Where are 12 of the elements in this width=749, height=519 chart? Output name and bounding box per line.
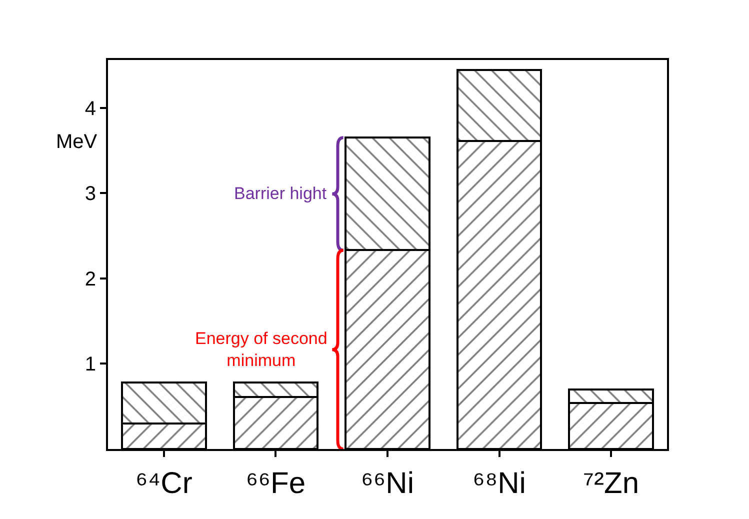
annotation: Barrier hight (234, 184, 327, 203)
y-tick-label: 4 (84, 98, 96, 120)
y-tick-label: 3 (84, 183, 96, 206)
x-tick-label: ⁶⁴Cr (135, 467, 192, 500)
annotation: Energy of second minimum (195, 329, 328, 370)
y-axis-title: MeV (56, 131, 98, 153)
x-tick-label: ⁶⁶Ni (360, 467, 414, 500)
y-tick-label: 2 (84, 268, 96, 290)
x-tick-label: ⁷²Zn (583, 467, 640, 500)
x-tick-label: ⁶⁶Fe (246, 467, 306, 500)
y-tick-label: 1 (84, 354, 96, 376)
x-tick-label: ⁶⁸Ni (472, 467, 526, 500)
